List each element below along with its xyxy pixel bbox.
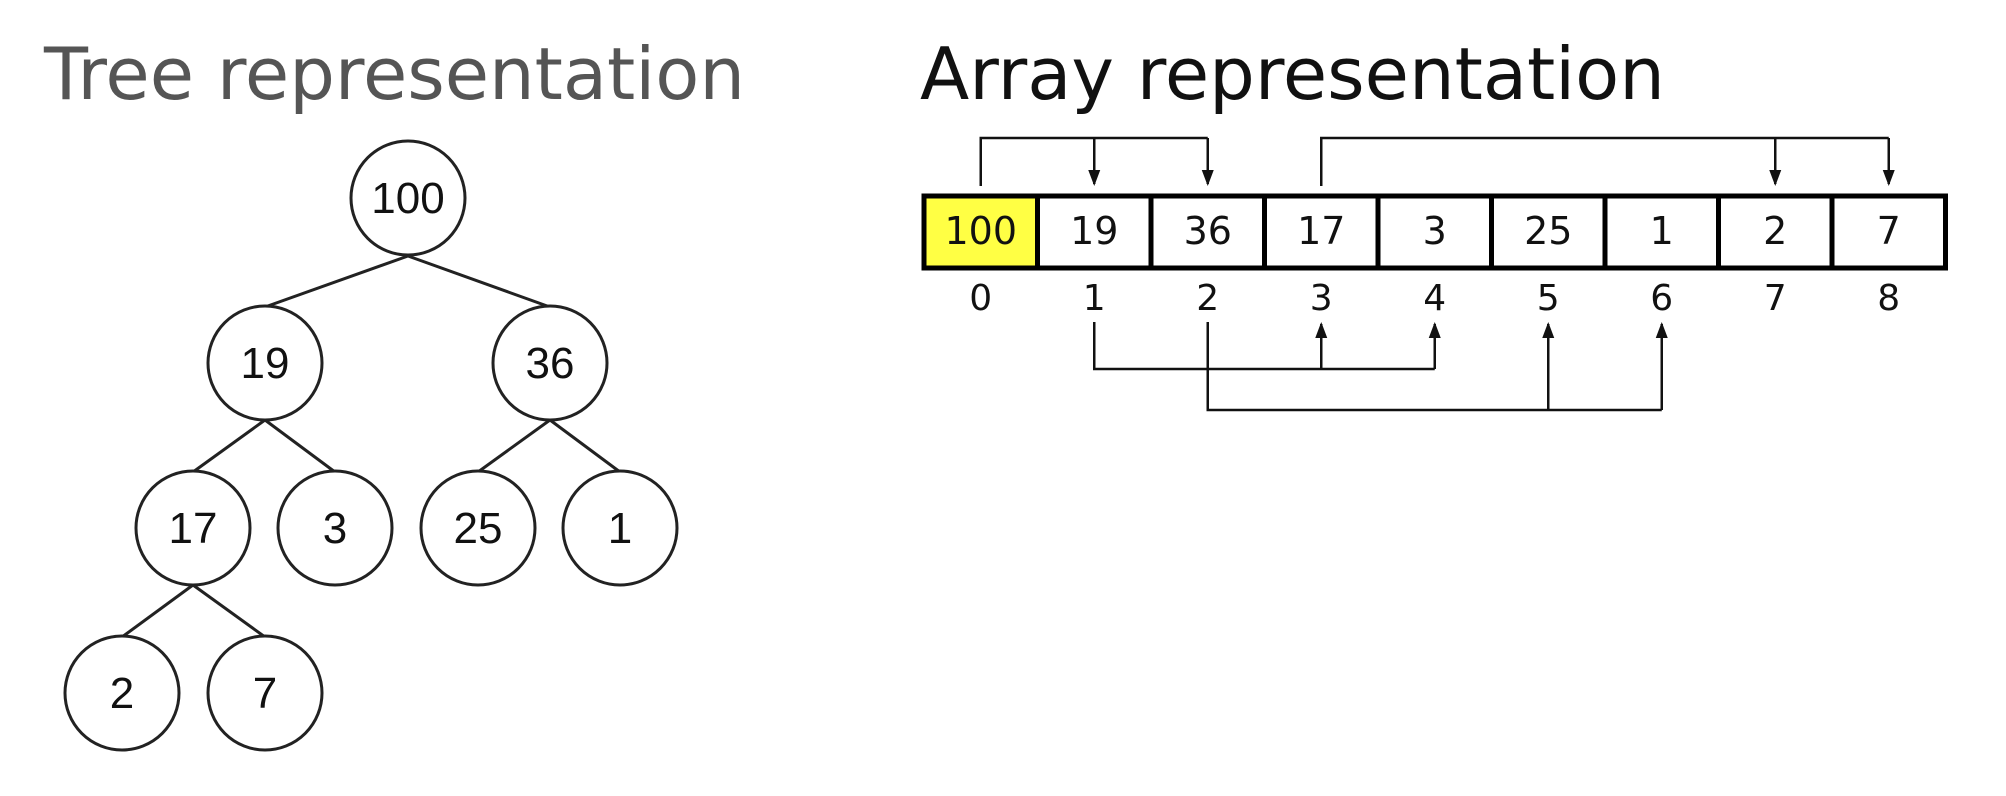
tree-node-circle xyxy=(63,634,181,752)
parent-child-link xyxy=(979,136,1208,186)
array-cell-box xyxy=(1716,193,1835,271)
tree-node-label: 3 xyxy=(323,504,347,553)
arrow-head xyxy=(1315,322,1328,338)
tree-node-label: 36 xyxy=(526,339,575,388)
tree-node-label: 100 xyxy=(371,174,444,223)
tree-edge xyxy=(264,254,409,309)
array-cell: 17 xyxy=(1262,193,1381,271)
array-cell-value: 17 xyxy=(1297,209,1345,253)
tree-node: 36 xyxy=(491,304,609,422)
tree-edge xyxy=(477,418,551,474)
array-cell-value: 3 xyxy=(1423,209,1447,253)
tree-edge xyxy=(407,254,551,309)
tree-node: 17 xyxy=(134,469,252,587)
parent-child-link xyxy=(1320,136,1889,186)
array-cell-value: 25 xyxy=(1524,209,1572,253)
array-cell-value: 2 xyxy=(1763,209,1787,253)
array-cell-value: 100 xyxy=(944,209,1017,253)
array-cell-box xyxy=(1035,193,1154,271)
array-title: Array representation xyxy=(920,32,1665,116)
arrow-head xyxy=(1201,170,1214,186)
array-cell-box xyxy=(1829,193,1948,271)
tree-node-circle xyxy=(349,139,467,257)
tree-node-label: 1 xyxy=(608,504,632,553)
array-index-label: 2 xyxy=(1196,278,1219,319)
arrow-head xyxy=(1769,170,1782,186)
tree-node: 7 xyxy=(206,634,324,752)
tree-node: 2 xyxy=(63,634,181,752)
array-index-label: 5 xyxy=(1537,278,1560,319)
array-cell: 19 xyxy=(1035,193,1154,271)
tree-node-circle xyxy=(419,469,537,587)
array-cell: 2 xyxy=(1716,193,1835,271)
tree-title: Tree representation xyxy=(44,32,745,116)
array-cell: 1 xyxy=(1602,193,1721,271)
array-cell-value: 19 xyxy=(1070,209,1118,253)
tree-node-label: 19 xyxy=(241,339,290,388)
array-index-label: 0 xyxy=(969,278,992,319)
tree-node-label: 7 xyxy=(253,669,277,718)
array-cell: 25 xyxy=(1489,193,1608,271)
array-cell-value: 36 xyxy=(1184,209,1232,253)
arrow-head xyxy=(1655,322,1668,338)
tree-edge xyxy=(264,418,336,474)
array-cell: 100 xyxy=(921,193,1040,271)
array-cell: 3 xyxy=(1375,193,1494,271)
array-index-label: 1 xyxy=(1083,278,1106,319)
tree-node: 19 xyxy=(206,304,324,422)
tree-edge xyxy=(549,418,621,474)
tree-edge xyxy=(192,418,266,474)
array-cell-box xyxy=(1148,193,1267,271)
array-index-label: 3 xyxy=(1310,278,1333,319)
array-cell-box xyxy=(1489,193,1608,271)
tree-node-circle xyxy=(206,634,324,752)
tree-edges xyxy=(121,254,621,639)
arrow-head xyxy=(1542,322,1555,338)
tree-node: 25 xyxy=(419,469,537,587)
array-index-label: 7 xyxy=(1764,278,1787,319)
tree-node-circle xyxy=(491,304,609,422)
tree-edge xyxy=(192,583,266,639)
array-cell-value: 1 xyxy=(1650,209,1674,253)
parent-child-link xyxy=(1093,322,1435,371)
parent-child-link xyxy=(1206,322,1662,412)
tree-node-circle xyxy=(206,304,324,422)
tree-node: 3 xyxy=(276,469,394,587)
array-cell-box xyxy=(1375,193,1494,271)
array-diagram: 100 19 36 17 3 25 1 2 7 0 1 2 3 4 5 6 7 8 xyxy=(921,136,1948,412)
tree-node-circle xyxy=(561,469,679,587)
array-index-label: 6 xyxy=(1650,278,1673,319)
array-cell: 36 xyxy=(1148,193,1267,271)
tree-edge xyxy=(121,583,194,639)
array-cell-box xyxy=(1602,193,1721,271)
arrow-head xyxy=(1882,170,1895,186)
tree-node-circle xyxy=(276,469,394,587)
array-cell-value: 7 xyxy=(1877,209,1901,253)
tree-node-circle xyxy=(134,469,252,587)
tree-node: 1 xyxy=(561,469,679,587)
tree-node-label: 2 xyxy=(110,669,134,718)
tree-node: 100 xyxy=(349,139,467,257)
array-cell: 7 xyxy=(1829,193,1948,271)
arrow-head xyxy=(1088,170,1101,186)
array-index-label: 8 xyxy=(1877,278,1900,319)
tree-node-label: 17 xyxy=(169,504,218,553)
tree-node-label: 25 xyxy=(454,504,503,553)
array-index-label: 4 xyxy=(1423,278,1446,319)
arrow-head xyxy=(1428,322,1441,338)
